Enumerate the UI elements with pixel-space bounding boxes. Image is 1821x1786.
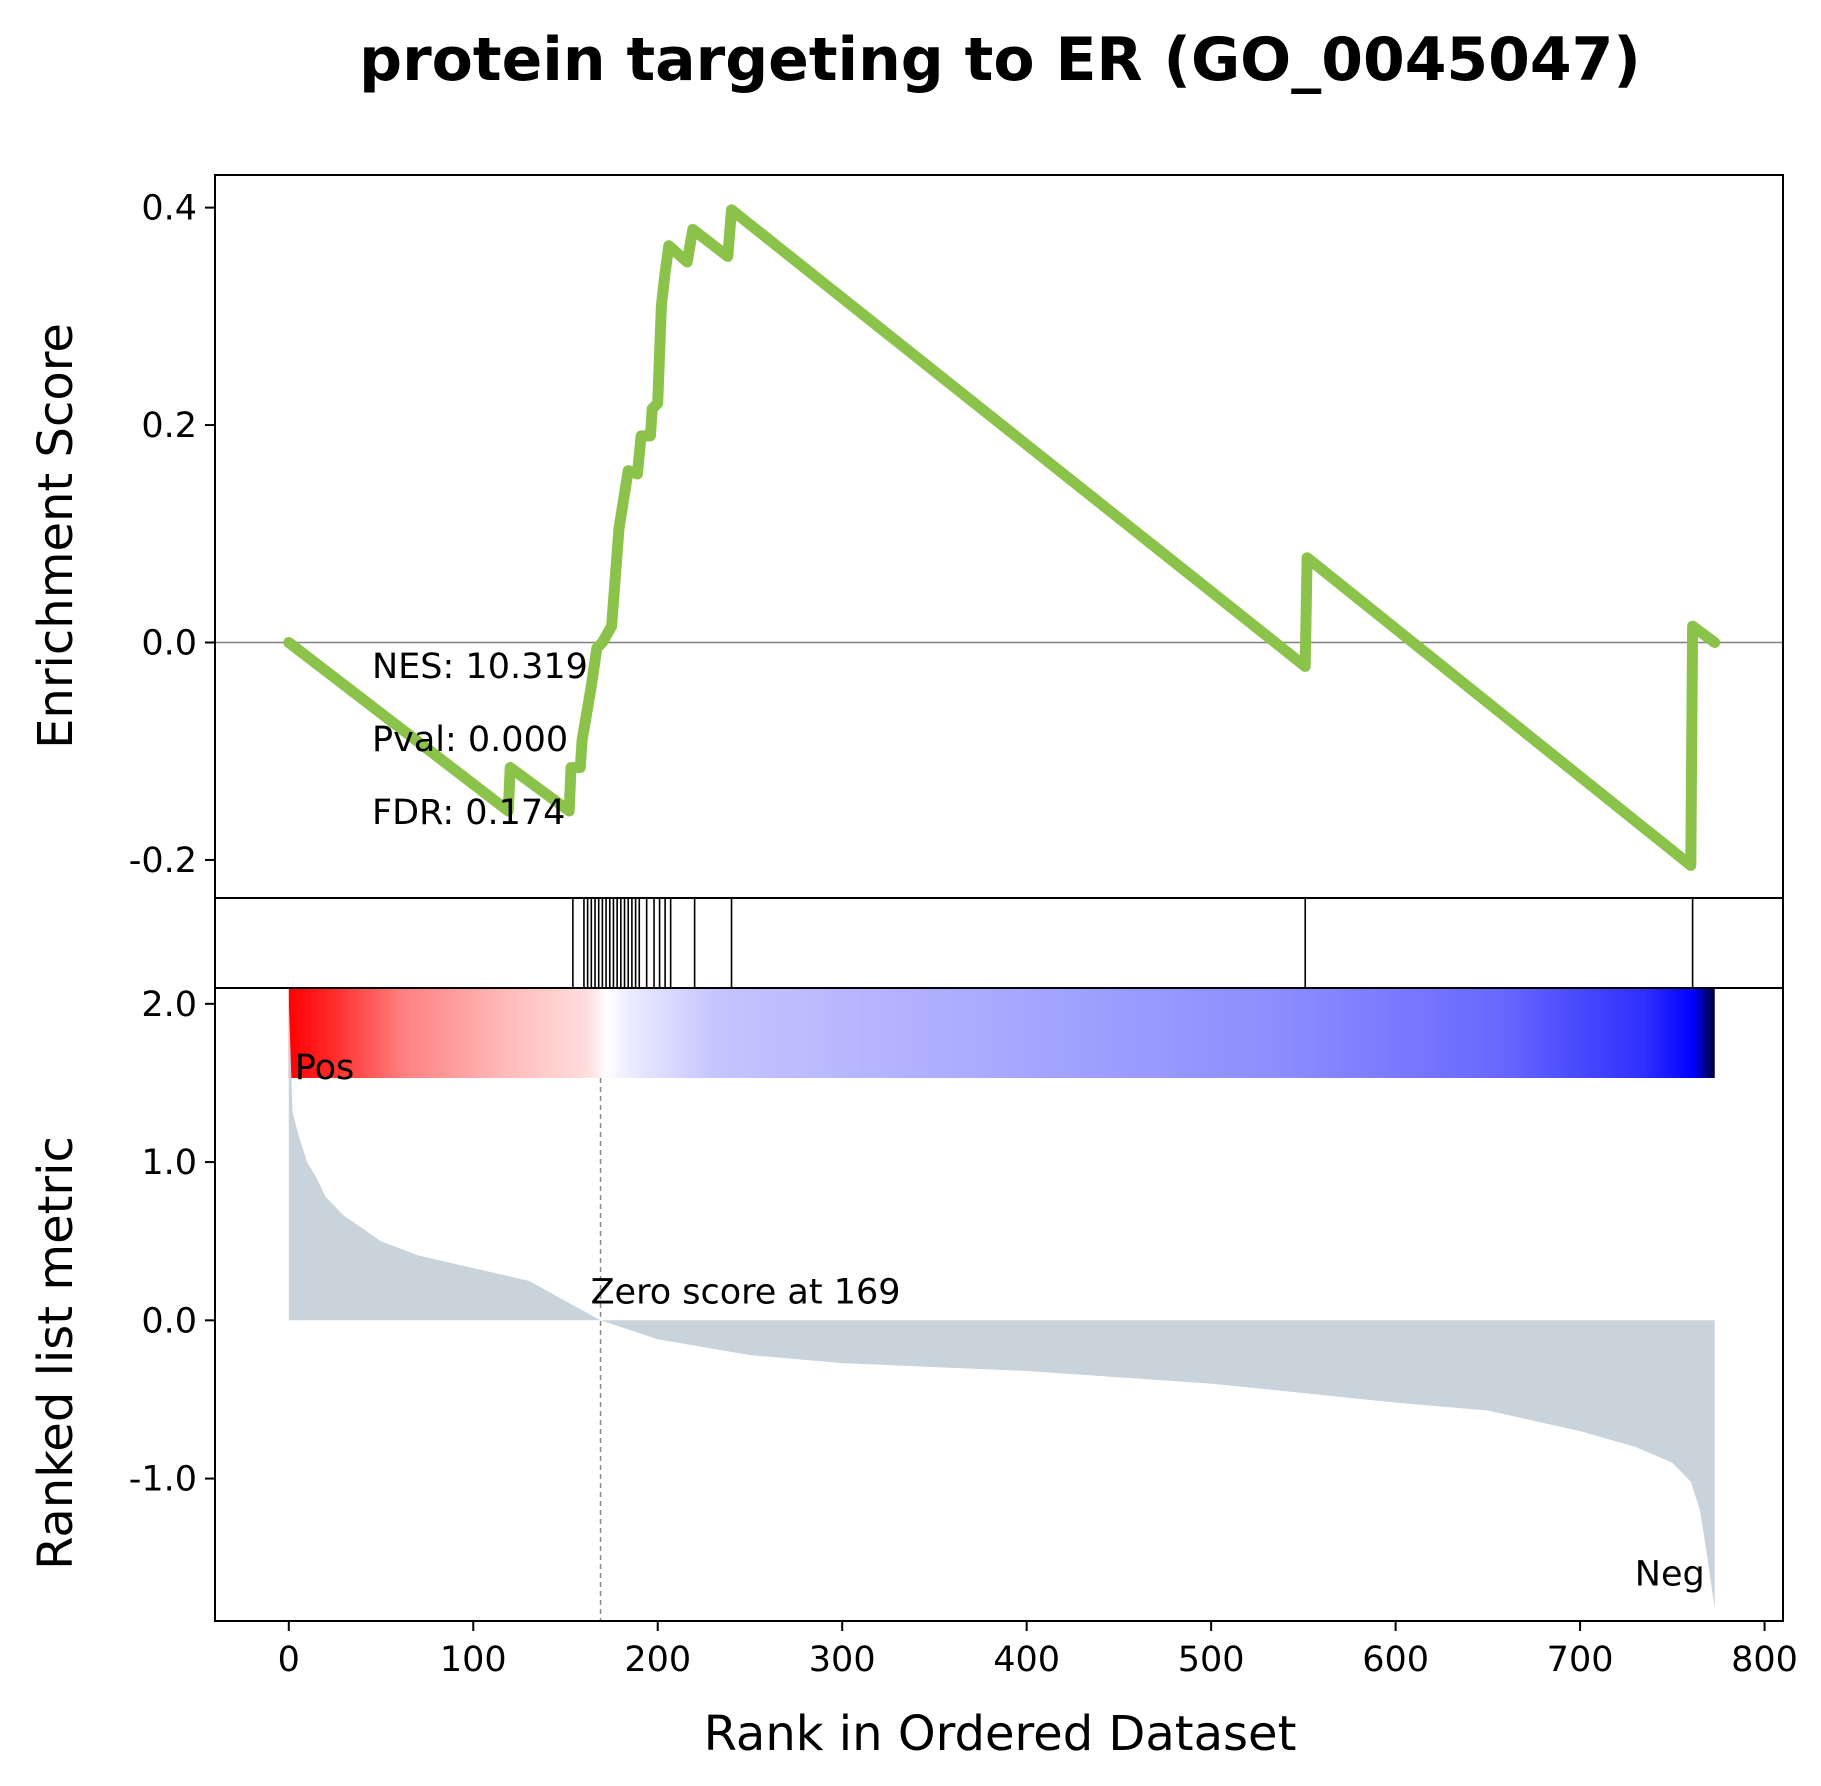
x-tick-label: 800 — [1731, 1640, 1798, 1680]
x-tick-label: 600 — [1362, 1640, 1429, 1680]
metric-y-tick-label: 2.0 — [141, 985, 197, 1025]
fdr-text: FDR: 0.174 — [372, 793, 565, 833]
metric-axes-frame — [214, 987, 1784, 1622]
metric-y-tick-label: 1.0 — [141, 1143, 197, 1183]
zero-score-text: Zero score at 169 — [591, 1272, 901, 1312]
ranked-metric-area — [288, 1000, 1715, 1609]
es-y-ticks: 0.4 0.2 0.0 -0.2 — [129, 189, 215, 881]
x-tick-label: 700 — [1547, 1640, 1614, 1680]
es-axes-frame — [214, 174, 1784, 899]
x-axis: 0 100 200 300 400 500 600 700 800 — [278, 1621, 1798, 1680]
metric-y-tick-label: 0.0 — [141, 1301, 197, 1341]
es-y-tick-label: 0.0 — [141, 624, 197, 664]
metric-y-ticks: 2.0 1.0 0.0 -1.0 — [129, 985, 215, 1500]
es-y-tick-label: 0.4 — [141, 189, 197, 229]
enrichment-score-panel: 0.4 0.2 0.0 -0.2 NES: 10.319 Pval: 0.000 FD… — [28, 189, 1783, 881]
neg-label: Neg — [1635, 1555, 1705, 1595]
nes-text: NES: 10.319 — [372, 647, 588, 687]
ranking-colorbar — [288, 988, 1715, 1078]
es-line — [283, 204, 1721, 871]
ranked-metric-panel: Zero score at 169 Pos Neg 2.01.00.0-1.0 … — [28, 985, 1715, 1621]
x-tick-label: 0 — [278, 1640, 300, 1680]
x-tick-label: 400 — [993, 1640, 1060, 1680]
es-y-tick-label: -0.2 — [129, 841, 197, 881]
hits-axes-frame — [214, 897, 1784, 989]
hits-panel — [572, 898, 1694, 988]
x-tick-label: 300 — [809, 1640, 876, 1680]
pval-text: Pval: 0.000 — [372, 720, 568, 760]
es-y-tick-label: 0.2 — [141, 406, 197, 446]
pos-label: Pos — [295, 1048, 355, 1088]
chart-title: protein targeting to ER (GO_0045047) — [359, 25, 1641, 95]
es-y-axis-label: Enrichment Score — [28, 323, 84, 749]
x-tick-label: 500 — [1178, 1640, 1245, 1680]
x-axis-label: Rank in Ordered Dataset — [704, 1706, 1297, 1762]
x-tick-label: 100 — [440, 1640, 507, 1680]
x-tick-label: 200 — [624, 1640, 691, 1680]
metric-y-axis-label: Ranked list metric — [28, 1136, 84, 1570]
axes-frames — [214, 174, 1784, 1622]
metric-y-tick-label: -1.0 — [129, 1460, 197, 1500]
